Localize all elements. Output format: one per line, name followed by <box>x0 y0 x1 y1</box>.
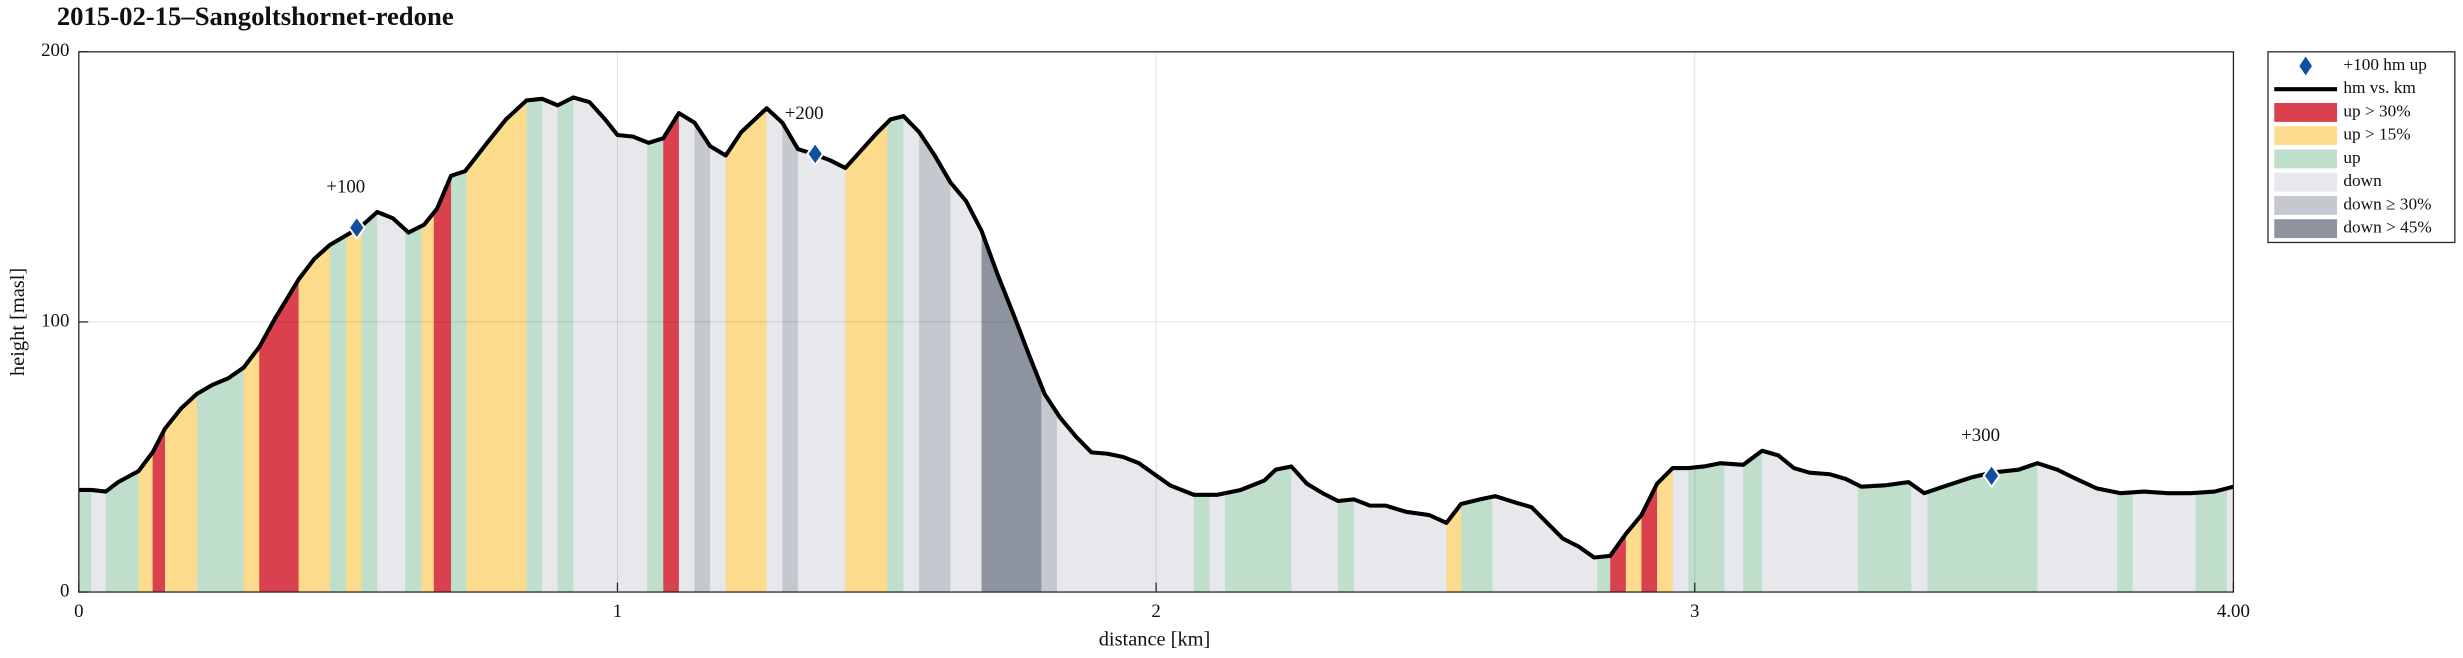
marker-label: +300 <box>1961 425 2000 446</box>
segment-fill <box>557 97 574 593</box>
x-tick-label: 4.00 <box>2217 601 2250 622</box>
marker-label: +200 <box>785 103 824 124</box>
marker <box>1982 463 2001 489</box>
chart-title: 2015-02-15–Sangoltshornet-redone <box>57 1 454 31</box>
y-axis-label: height [masl] <box>7 268 29 376</box>
segment-fill <box>542 97 559 593</box>
segment-fill <box>647 97 664 593</box>
x-tick-label: 2 <box>1151 601 1160 622</box>
legend-label: down ≥ 30% <box>2343 194 2431 213</box>
y-tick-label: 200 <box>41 40 69 61</box>
marker <box>347 214 366 241</box>
segment-fill <box>903 97 920 593</box>
legend-label: up <box>2343 148 2360 167</box>
segment-fill <box>451 97 468 593</box>
legend-swatch <box>2274 195 2338 215</box>
legend-label: up > 15% <box>2343 125 2410 144</box>
segment-fill <box>433 97 452 593</box>
legend-label: +100 hm up <box>2343 55 2427 74</box>
segment-fill <box>782 97 799 593</box>
legend-label: down > 45% <box>2343 218 2431 237</box>
x-tick-label: 1 <box>613 601 622 622</box>
segment-fill <box>573 97 648 593</box>
segment-fill <box>766 97 783 593</box>
legend-label: up > 30% <box>2343 101 2410 120</box>
segment-fill <box>663 97 680 593</box>
segment-fill <box>797 97 846 593</box>
segment-fill <box>725 97 768 593</box>
marker-label: +100 <box>326 177 365 198</box>
segment-fill <box>526 97 543 593</box>
legend-swatch <box>2274 149 2338 169</box>
segment-fill <box>887 97 905 593</box>
segment-fill <box>678 97 696 593</box>
legend-swatch <box>2274 103 2338 122</box>
segment-fill <box>710 97 727 593</box>
x-axis-label: distance [km] <box>1099 628 1211 650</box>
y-tick-label: 0 <box>60 580 69 601</box>
profile-line <box>78 95 2234 560</box>
x-tick-label: 0 <box>74 601 83 622</box>
segment-fill <box>466 97 528 593</box>
legend-swatch <box>2274 172 2338 192</box>
segment-fill <box>919 97 951 593</box>
legend-swatch <box>2299 56 2312 76</box>
legend-swatch <box>2274 126 2338 146</box>
marker <box>806 141 825 167</box>
legend-label: hm vs. km <box>2343 78 2416 97</box>
x-tick-label: 3 <box>1690 601 1699 622</box>
segment-fill <box>694 97 711 593</box>
legend-swatch <box>2274 219 2338 239</box>
legend-label: down <box>2343 171 2382 190</box>
segment-fill <box>845 97 888 593</box>
y-tick-label: 100 <box>41 310 69 331</box>
